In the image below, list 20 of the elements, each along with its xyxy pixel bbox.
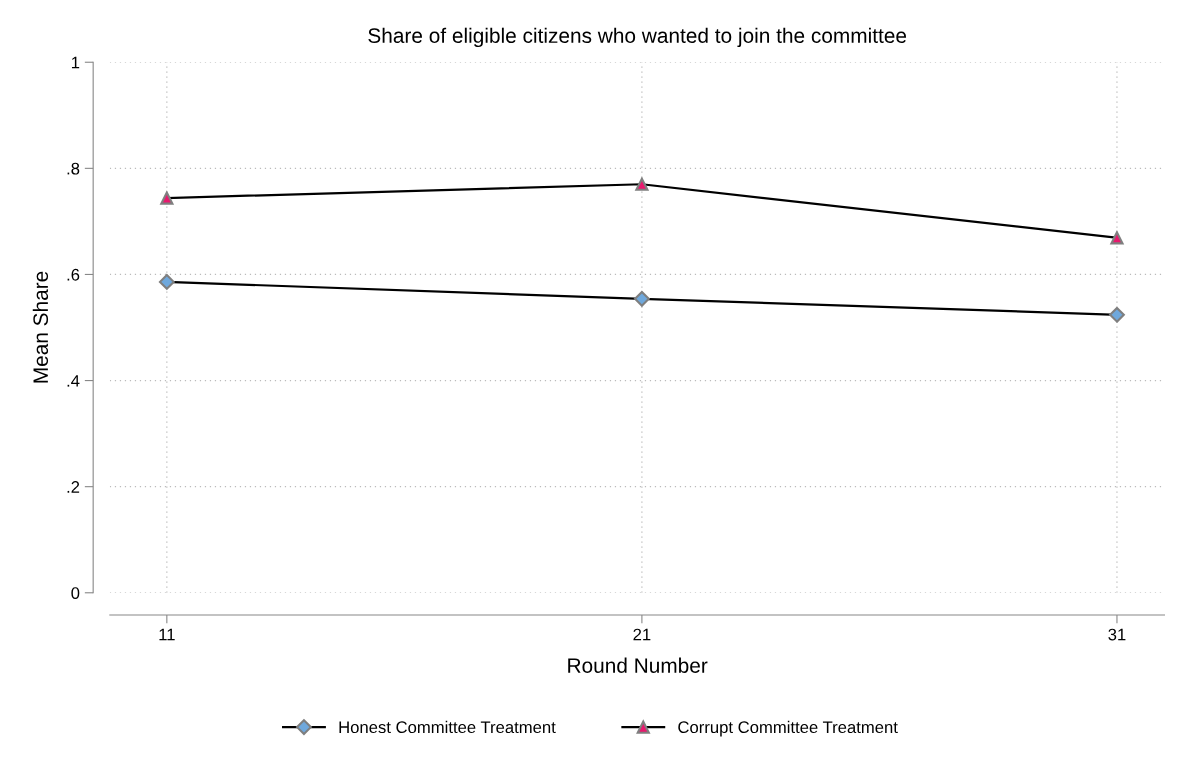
y-tick-label: 1 (71, 56, 80, 69)
point (635, 177, 649, 191)
y-tick-label: .2 (67, 481, 80, 493)
chart-title: Share of eligible citizens who wanted to join the committee (368, 27, 907, 48)
x-tick-label: 31 (1108, 628, 1126, 641)
point (1109, 306, 1125, 323)
point (158, 273, 175, 290)
y-tick-label: 0 (71, 587, 80, 599)
x-tick-label: 21 (633, 628, 651, 641)
y-tick-label: .6 (67, 268, 80, 281)
x-axis-title: Round Number (568, 657, 708, 673)
legend-label: Honest Committee Treatment (339, 720, 556, 734)
x-tick-label: 11 (159, 628, 175, 641)
point (1110, 231, 1124, 245)
point (633, 290, 650, 307)
point (160, 191, 174, 205)
y-tick-label: .8 (67, 162, 80, 175)
legend-label: Corrupt Committee Treatment (678, 720, 898, 737)
y-tick-label: .4 (67, 375, 80, 387)
y-axis-title: Mean Share (32, 271, 49, 383)
